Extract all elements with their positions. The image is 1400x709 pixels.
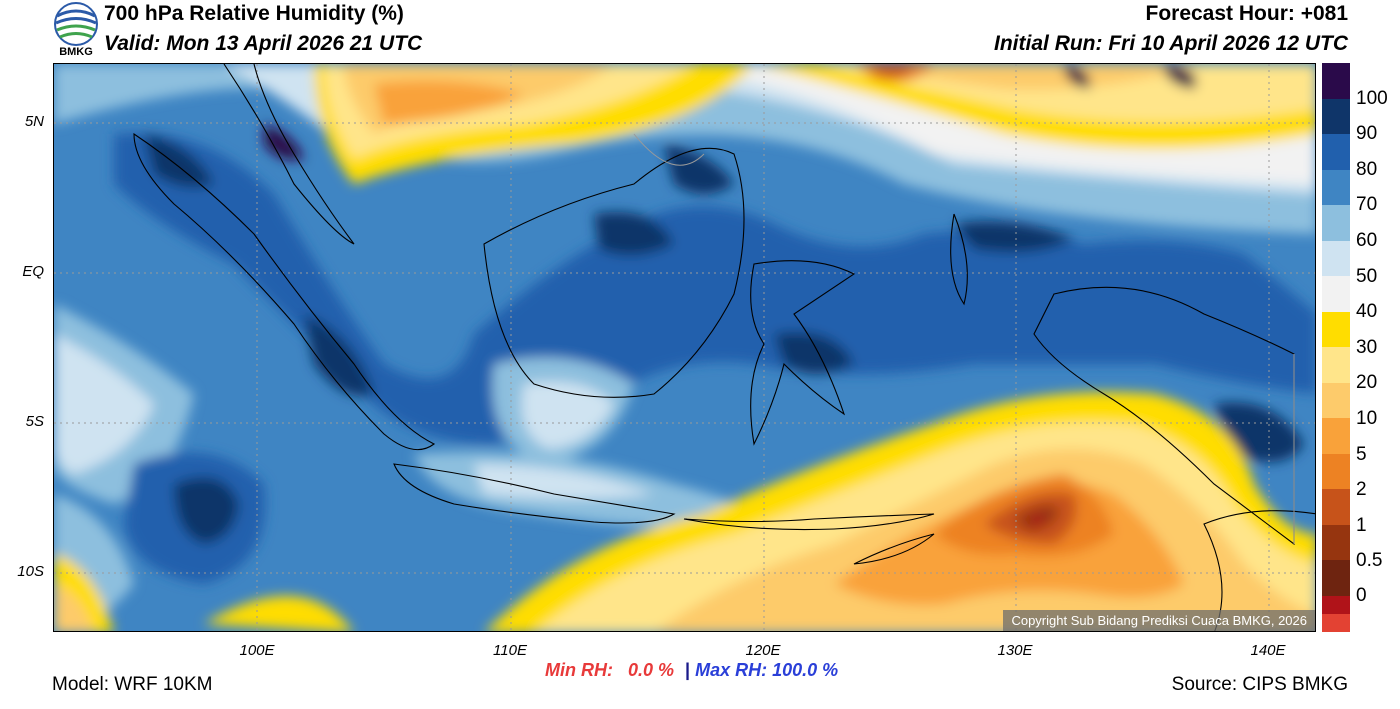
cbar-label-50: 50 bbox=[1356, 266, 1378, 287]
lon-label-110e: 110E bbox=[493, 642, 527, 659]
lon-label-120e: 120E bbox=[745, 642, 781, 659]
cbar-label-100: 100 bbox=[1356, 88, 1388, 109]
cbar-label-10: 10 bbox=[1356, 408, 1378, 429]
cbar-seg bbox=[1322, 596, 1350, 614]
cbar-seg bbox=[1322, 489, 1350, 525]
lat-label-5n: 5N bbox=[24, 113, 44, 130]
cbar-label-5: 5 bbox=[1356, 444, 1367, 465]
rh-field bbox=[54, 64, 1315, 631]
australia-coast bbox=[1203, 510, 1315, 631]
cbar-seg bbox=[1322, 134, 1350, 170]
borneo-coast bbox=[483, 147, 745, 398]
colorbar bbox=[1322, 63, 1350, 632]
cbar-seg bbox=[1322, 276, 1350, 312]
lon-label-140e: 140E bbox=[1250, 642, 1286, 659]
cbar-seg bbox=[1322, 63, 1350, 99]
max-rh-label: Max RH: bbox=[695, 660, 768, 680]
cbar-label-2: 2 bbox=[1356, 479, 1367, 500]
borders bbox=[633, 133, 1295, 544]
cbar-label-40: 40 bbox=[1356, 301, 1378, 322]
map-title: 700 hPa Relative Humidity (%) bbox=[104, 2, 404, 25]
lat-label-eq: EQ bbox=[22, 263, 44, 280]
malay-peninsula-coast bbox=[223, 64, 355, 245]
copyright-notice: Copyright Sub Bidang Prediksi Cuaca BMKG… bbox=[1003, 610, 1315, 631]
max-rh-value: 100.0 % bbox=[772, 660, 839, 680]
minmax-separator: | bbox=[685, 660, 691, 680]
cbar-seg bbox=[1322, 614, 1350, 632]
cbar-seg bbox=[1322, 418, 1350, 454]
logo-text: BMKG bbox=[59, 46, 93, 58]
cbar-seg bbox=[1322, 241, 1350, 276]
cbar-seg bbox=[1322, 560, 1350, 596]
sulawesi-coast bbox=[750, 260, 856, 446]
border-line bbox=[633, 133, 705, 166]
rh-map: Copyright Sub Bidang Prediksi Cuaca BMKG… bbox=[53, 63, 1316, 632]
cbar-label-30: 30 bbox=[1356, 337, 1378, 358]
bmkg-logo: BMKG bbox=[52, 2, 100, 58]
cbar-seg bbox=[1322, 99, 1350, 134]
forecast-hour: Forecast Hour: +081 bbox=[1145, 2, 1349, 25]
min-rh-value: 0.0 % bbox=[628, 660, 675, 680]
cbar-seg bbox=[1322, 170, 1350, 205]
java-coast bbox=[393, 463, 676, 524]
cbar-seg bbox=[1322, 312, 1350, 347]
cbar-seg bbox=[1322, 383, 1350, 418]
cbar-label-60: 60 bbox=[1356, 230, 1378, 251]
cbar-label-70: 70 bbox=[1356, 194, 1378, 215]
nusa-tenggara-coast bbox=[683, 513, 935, 531]
valid-time: Valid: Mon 13 April 2026 21 UTC bbox=[104, 32, 423, 55]
cbar-label-80: 80 bbox=[1356, 159, 1378, 180]
min-rh-label: Min RH: bbox=[545, 660, 613, 680]
lon-label-100e: 100E bbox=[239, 642, 275, 659]
rh-min-max: Min RH: 0.0 % | Max RH: 100.0 % bbox=[545, 660, 838, 681]
timor-coast bbox=[853, 533, 935, 565]
cbar-label-90: 90 bbox=[1356, 123, 1378, 144]
lat-label-10s: 10S bbox=[17, 563, 44, 580]
cbar-seg bbox=[1322, 205, 1350, 241]
coastlines bbox=[133, 64, 1315, 631]
cbar-label-0: 0 bbox=[1356, 585, 1367, 606]
cbar-seg bbox=[1322, 347, 1350, 383]
papua-coast bbox=[1033, 286, 1295, 546]
model-label: Model: WRF 10KM bbox=[52, 674, 213, 695]
lon-label-130e: 130E bbox=[997, 642, 1033, 659]
cbar-seg bbox=[1322, 454, 1350, 489]
cbar-label-0-5: 0.5 bbox=[1356, 550, 1383, 571]
source-label: Source: CIPS BMKG bbox=[1171, 674, 1348, 695]
cbar-label-1: 1 bbox=[1356, 515, 1367, 536]
initial-run: Initial Run: Fri 10 April 2026 12 UTC bbox=[994, 32, 1348, 55]
cbar-seg bbox=[1322, 525, 1350, 560]
cbar-label-20: 20 bbox=[1356, 372, 1378, 393]
halmahera-coast bbox=[950, 213, 968, 306]
sumatra-coast bbox=[133, 132, 436, 451]
lat-label-5s: 5S bbox=[25, 413, 44, 430]
